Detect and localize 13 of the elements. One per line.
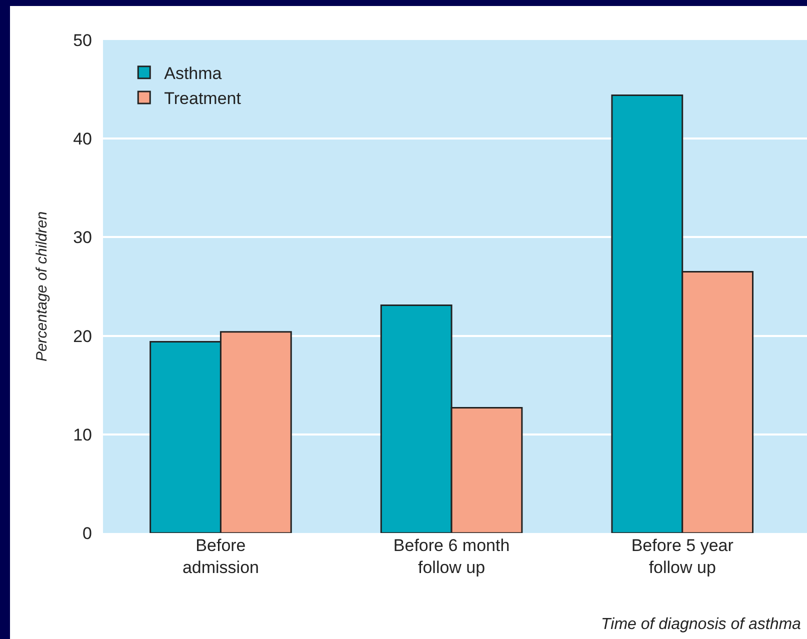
x-tick-label: Before 6 month follow up	[393, 536, 510, 578]
y-tick-label: 0	[82, 524, 92, 543]
x-tick-label: Before 5 year follow up	[631, 536, 734, 578]
y-tick-label: 50	[73, 30, 92, 50]
x-axis-title: Time of diagnosis of asthma	[601, 616, 802, 633]
x-tick-label: Before admission	[182, 536, 259, 578]
y-tick-label: 20	[73, 326, 92, 346]
y-axis-title: Percentage of children	[33, 211, 50, 362]
y-tick-label: 10	[73, 425, 92, 444]
legend-label: Treatment	[164, 89, 242, 108]
y-tick-label: 30	[73, 228, 92, 248]
y-tick-label: 40	[73, 130, 92, 149]
legend-label: Asthma	[164, 64, 222, 83]
